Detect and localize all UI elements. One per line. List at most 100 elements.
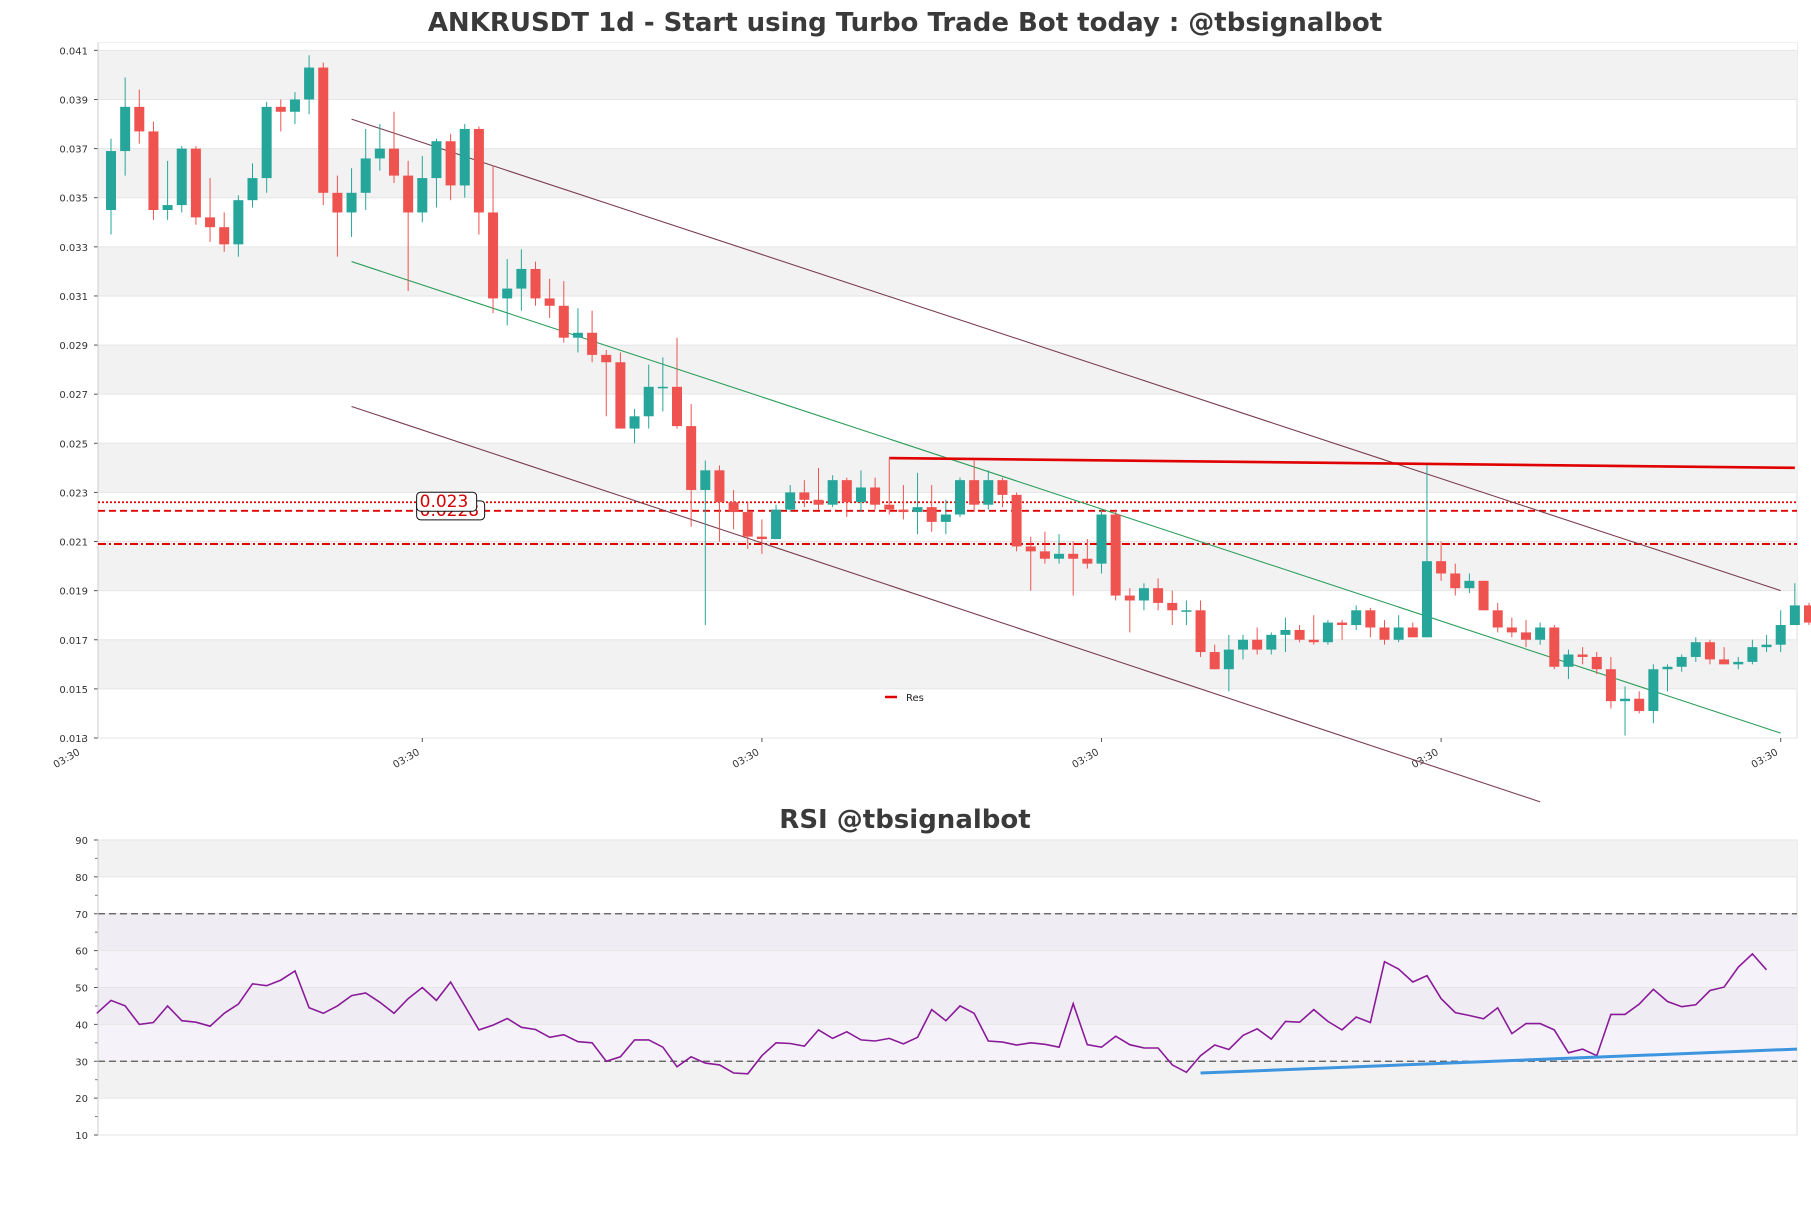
candle-body bbox=[544, 298, 555, 306]
candle-body bbox=[1563, 654, 1574, 667]
candle-body bbox=[799, 492, 810, 500]
candle-body bbox=[969, 480, 980, 505]
candle bbox=[1039, 531, 1050, 564]
candle-body bbox=[1761, 644, 1772, 648]
candle bbox=[629, 408, 640, 444]
candle-body bbox=[1266, 634, 1277, 650]
candle-body bbox=[686, 426, 697, 490]
grid-band bbox=[98, 639, 1797, 689]
rsi-band bbox=[98, 840, 1797, 877]
candle bbox=[106, 138, 116, 235]
y-tick-label: 0.027 bbox=[59, 390, 88, 401]
candle bbox=[1223, 634, 1234, 692]
candle bbox=[502, 259, 513, 326]
candle bbox=[1436, 541, 1447, 581]
candle-body bbox=[445, 141, 456, 186]
candle-body bbox=[1138, 588, 1149, 601]
candle bbox=[1634, 691, 1645, 714]
candle-body bbox=[1634, 698, 1645, 711]
candle-body bbox=[714, 470, 725, 503]
candle bbox=[855, 470, 866, 513]
candle-body bbox=[912, 507, 923, 513]
legend-label-res: Res bbox=[906, 693, 924, 704]
candle bbox=[1563, 649, 1574, 680]
candle bbox=[1379, 620, 1390, 645]
y-tick-label: 0.021 bbox=[59, 538, 88, 549]
candle-body bbox=[841, 480, 852, 503]
candle-body bbox=[1054, 553, 1065, 559]
candle-body bbox=[1464, 580, 1475, 589]
candle bbox=[1789, 583, 1800, 626]
level-label-text: 0.023 bbox=[420, 492, 469, 512]
candle bbox=[813, 467, 824, 510]
candle bbox=[926, 485, 937, 532]
candle-body bbox=[728, 502, 739, 513]
candle-body bbox=[1648, 669, 1659, 711]
candle bbox=[544, 278, 555, 319]
candle-body bbox=[1238, 639, 1248, 650]
candle bbox=[1365, 607, 1376, 638]
support-resistance-levels bbox=[98, 501, 1797, 545]
main-plot-background bbox=[97, 42, 1798, 739]
candle bbox=[445, 133, 456, 201]
candle bbox=[572, 308, 583, 353]
candle bbox=[1605, 656, 1616, 709]
candle bbox=[827, 475, 838, 508]
candle-body bbox=[1620, 698, 1631, 702]
candle bbox=[417, 155, 428, 223]
candle bbox=[1280, 617, 1291, 653]
candle bbox=[346, 168, 357, 238]
candle-body bbox=[855, 487, 866, 503]
candle-body bbox=[233, 200, 244, 245]
candlestick-series bbox=[106, 55, 1811, 736]
candle-body bbox=[870, 487, 881, 505]
candle bbox=[1747, 639, 1758, 665]
candle bbox=[1704, 639, 1715, 665]
candle bbox=[672, 337, 682, 429]
candle-body bbox=[1747, 647, 1758, 662]
candle-body bbox=[275, 106, 286, 112]
candle-body bbox=[1096, 514, 1107, 564]
candle-body bbox=[997, 480, 1008, 495]
candle-body bbox=[1506, 627, 1517, 633]
candle bbox=[261, 101, 272, 193]
candle bbox=[1167, 590, 1178, 626]
candle bbox=[488, 165, 499, 314]
candle bbox=[1082, 539, 1093, 569]
rsi-y-tick-label: 20 bbox=[75, 1094, 88, 1105]
candle-body bbox=[134, 106, 145, 132]
candle-body bbox=[346, 192, 357, 213]
candle bbox=[1025, 536, 1036, 591]
candle bbox=[1209, 644, 1220, 670]
candle-body bbox=[530, 268, 541, 299]
candle-body bbox=[389, 148, 399, 176]
candle bbox=[742, 502, 753, 549]
candle bbox=[912, 472, 923, 535]
candle-body bbox=[1704, 642, 1715, 660]
candle bbox=[1011, 492, 1022, 552]
x-tick-label: 03:30 bbox=[1750, 747, 1780, 771]
candle-body bbox=[360, 158, 371, 193]
candle bbox=[516, 249, 527, 311]
main-chart-title: ANKRUSDT 1d - Start using Turbo Trade Bo… bbox=[428, 8, 1382, 38]
candle bbox=[1478, 580, 1489, 611]
candle-body bbox=[1167, 602, 1178, 611]
candle bbox=[1521, 620, 1531, 648]
candle bbox=[289, 92, 300, 125]
candle-body bbox=[1308, 639, 1319, 643]
candle bbox=[1549, 625, 1560, 670]
candle-body bbox=[247, 178, 258, 201]
candle bbox=[714, 465, 725, 542]
candle-body bbox=[1110, 514, 1121, 596]
candle-body bbox=[1775, 625, 1786, 645]
candle-body bbox=[1039, 551, 1050, 559]
grid-band bbox=[98, 443, 1797, 493]
grid-band bbox=[98, 541, 1797, 591]
candle bbox=[1195, 600, 1206, 657]
candle-body bbox=[1379, 627, 1390, 640]
x-tick-label: 03:30 bbox=[52, 747, 82, 771]
candle-body bbox=[162, 205, 173, 210]
candle bbox=[1450, 563, 1461, 596]
candle-body bbox=[601, 354, 612, 363]
